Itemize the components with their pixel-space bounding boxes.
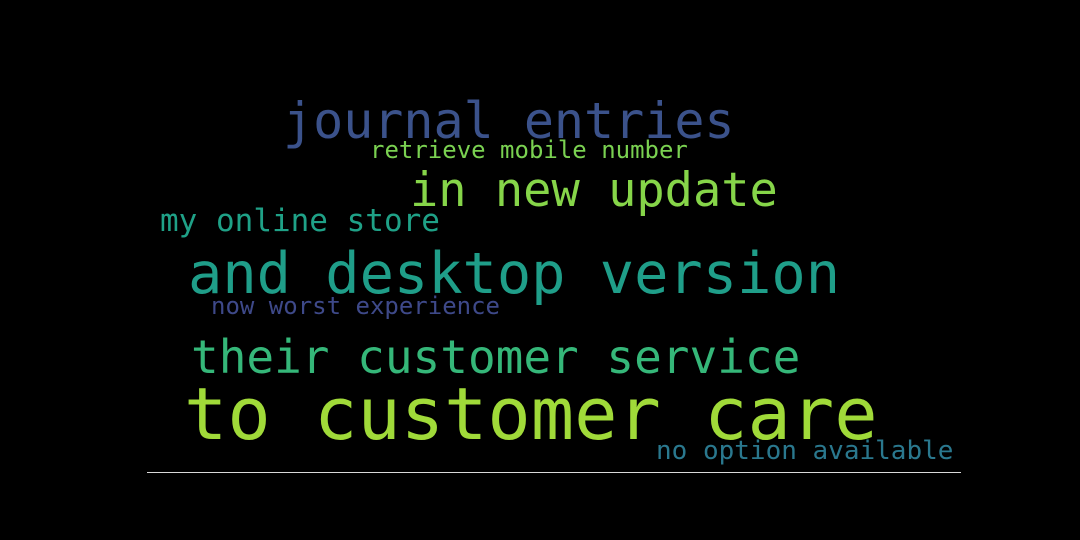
phrase-my-online-store: my online store xyxy=(160,203,440,239)
phrase-no-option-available: no option available xyxy=(656,436,954,466)
phrase-retrieve-mobile-number: retrieve mobile number xyxy=(370,136,688,164)
phrase-and-desktop-version: and desktop version xyxy=(188,241,841,307)
phrase-journal-entries: journal entries xyxy=(283,92,735,150)
phrase-their-customer-service: their customer service xyxy=(191,330,801,384)
baseline-divider xyxy=(147,472,961,473)
phrase-to-customer-care: to customer care xyxy=(184,372,878,456)
phrase-now-worst-experience: now worst experience xyxy=(211,292,500,320)
phrase-in-new-update: in new update xyxy=(410,163,778,218)
